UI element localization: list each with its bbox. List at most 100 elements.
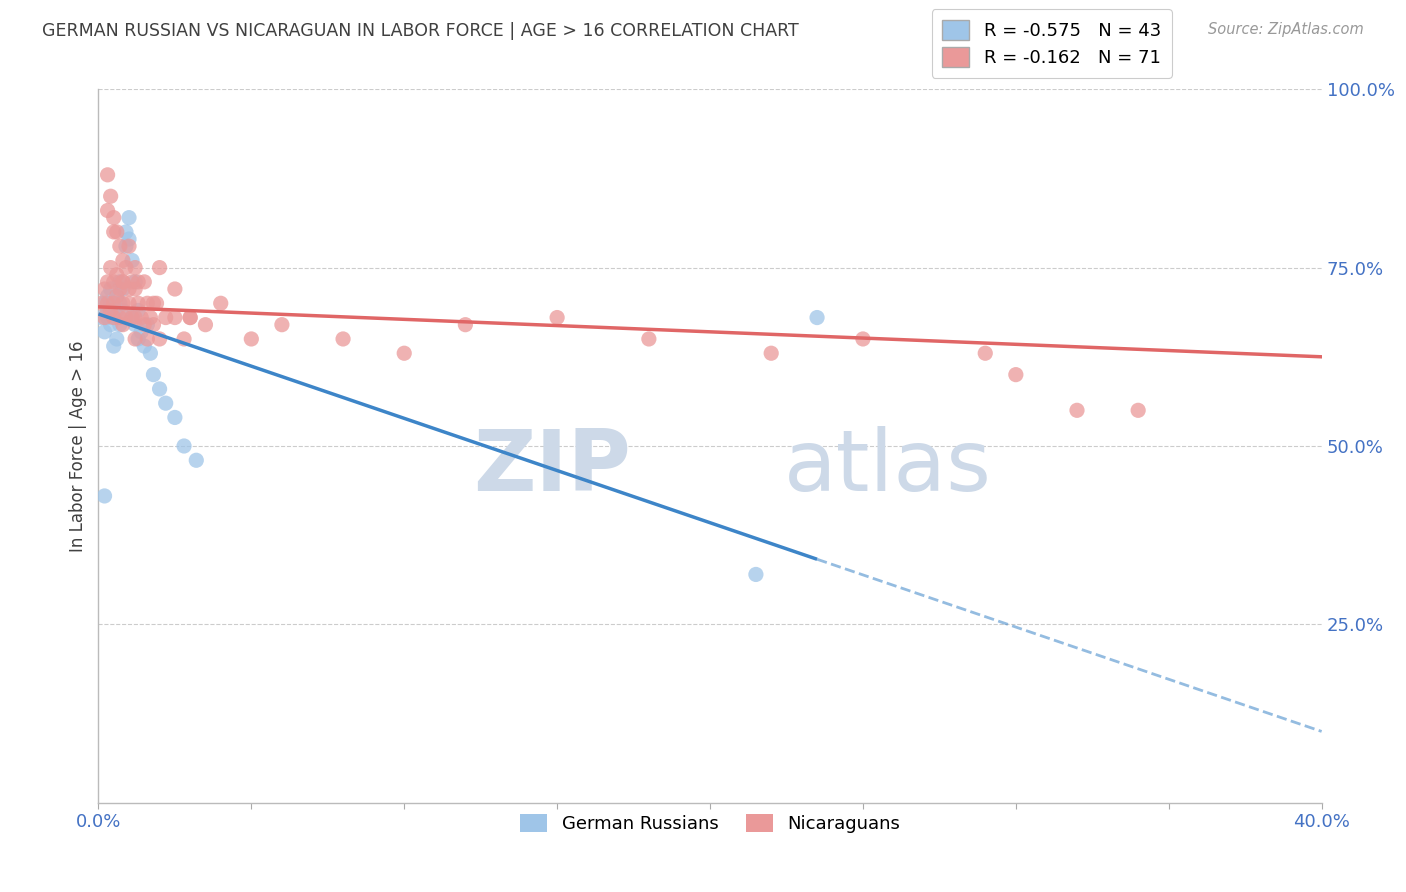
Point: [149, 382, 172, 396]
Point: [136, 318, 159, 332]
Point: [97, 203, 120, 218]
Point: [163, 310, 186, 325]
Point: [194, 318, 217, 332]
Point: [163, 410, 186, 425]
Point: [392, 346, 416, 360]
Point: [118, 296, 141, 310]
Point: [129, 325, 152, 339]
Point: [90, 310, 112, 325]
Point: [111, 253, 134, 268]
Point: [93, 282, 115, 296]
Point: [93, 310, 115, 325]
Point: [134, 275, 156, 289]
Point: [108, 275, 131, 289]
Point: [103, 275, 125, 289]
Point: [100, 296, 122, 310]
Point: [163, 282, 186, 296]
Point: [240, 332, 263, 346]
Point: [115, 260, 138, 275]
Point: [270, 318, 292, 332]
Point: [142, 368, 165, 382]
Point: [103, 310, 125, 325]
Point: [108, 239, 131, 253]
Point: [637, 332, 661, 346]
Point: [97, 289, 120, 303]
Point: [759, 346, 782, 360]
Point: [974, 346, 997, 360]
Point: [806, 310, 828, 325]
Point: [103, 310, 125, 325]
Point: [124, 310, 146, 325]
Point: [105, 289, 128, 303]
Point: [124, 275, 146, 289]
Point: [108, 310, 131, 325]
Point: [118, 211, 141, 225]
Point: [179, 310, 201, 325]
Point: [103, 339, 125, 353]
Point: [105, 225, 128, 239]
Point: [745, 567, 768, 582]
Point: [149, 332, 172, 346]
Point: [118, 282, 141, 296]
Point: [100, 303, 122, 318]
Point: [155, 310, 177, 325]
Point: [546, 310, 568, 325]
Point: [111, 275, 134, 289]
Point: [127, 332, 149, 346]
Point: [105, 289, 128, 303]
Point: [100, 282, 122, 296]
Point: [136, 296, 159, 310]
Point: [97, 275, 120, 289]
Text: atlas: atlas: [783, 425, 991, 509]
Point: [100, 260, 122, 275]
Y-axis label: In Labor Force | Age > 16: In Labor Force | Age > 16: [69, 340, 87, 552]
Point: [127, 275, 149, 289]
Point: [852, 332, 875, 346]
Point: [108, 296, 131, 310]
Point: [108, 282, 131, 296]
Point: [115, 225, 138, 239]
Point: [105, 268, 128, 282]
Point: [103, 296, 125, 310]
Point: [103, 225, 125, 239]
Point: [145, 296, 167, 310]
Point: [111, 282, 134, 296]
Point: [179, 310, 201, 325]
Point: [173, 332, 195, 346]
Point: [127, 303, 149, 318]
Point: [97, 303, 120, 318]
Point: [103, 211, 125, 225]
Point: [124, 332, 146, 346]
Text: GERMAN RUSSIAN VS NICARAGUAN IN LABOR FORCE | AGE > 16 CORRELATION CHART: GERMAN RUSSIAN VS NICARAGUAN IN LABOR FO…: [42, 22, 799, 40]
Point: [105, 303, 128, 318]
Point: [139, 310, 162, 325]
Point: [93, 489, 115, 503]
Point: [124, 318, 146, 332]
Text: Source: ZipAtlas.com: Source: ZipAtlas.com: [1208, 22, 1364, 37]
Point: [100, 189, 122, 203]
Point: [139, 346, 162, 360]
Point: [186, 453, 208, 467]
Point: [136, 332, 159, 346]
Point: [93, 325, 115, 339]
Point: [93, 296, 115, 310]
Point: [103, 296, 125, 310]
Point: [124, 260, 146, 275]
Point: [100, 318, 122, 332]
Point: [1066, 403, 1088, 417]
Point: [332, 332, 354, 346]
Point: [127, 296, 149, 310]
Point: [111, 303, 134, 318]
Point: [149, 260, 172, 275]
Point: [90, 296, 112, 310]
Point: [142, 318, 165, 332]
Point: [115, 310, 138, 325]
Point: [173, 439, 195, 453]
Point: [111, 275, 134, 289]
Point: [209, 296, 232, 310]
Point: [97, 168, 120, 182]
Point: [118, 239, 141, 253]
Point: [1004, 368, 1026, 382]
Point: [97, 310, 120, 325]
Point: [134, 318, 156, 332]
